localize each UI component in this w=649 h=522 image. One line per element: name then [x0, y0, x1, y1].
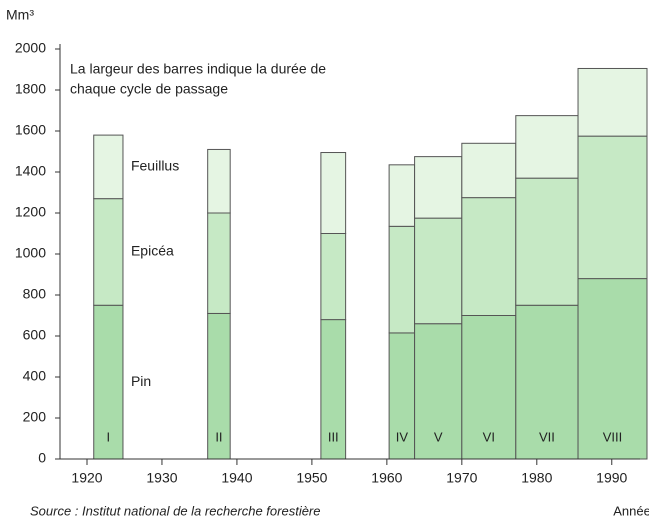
bar-segment [414, 217, 463, 325]
bar-segment [320, 233, 347, 321]
bar-segment [93, 198, 124, 306]
bar-segment [515, 115, 579, 179]
x-tick-label: 1950 [296, 470, 327, 486]
x-tick-label: 1960 [371, 470, 402, 486]
series-label: Feuillus [131, 158, 179, 174]
bar-label: III [328, 429, 339, 444]
x-tick-label: 1920 [71, 470, 102, 486]
annotation: chaque cycle de passage [70, 81, 228, 97]
bar-label: II [215, 429, 222, 444]
bar-segment [577, 67, 648, 137]
y-tick-label: 200 [23, 409, 47, 425]
y-unit: Mm³ [6, 7, 34, 23]
y-tick-label: 1000 [15, 245, 46, 261]
y-tick-label: 800 [23, 286, 47, 302]
series-label: Pin [131, 373, 151, 389]
y-tick-label: 400 [23, 368, 47, 384]
bar-label: V [434, 429, 443, 444]
y-tick-label: 1400 [15, 163, 46, 179]
bar-segment [207, 148, 231, 214]
bar-segment [388, 164, 416, 227]
y-tick-label: 0 [38, 450, 46, 466]
series-label: Epicéa [131, 243, 174, 259]
bar-segment [461, 197, 517, 316]
bar-label: VI [483, 429, 495, 444]
bar-segment [388, 332, 416, 460]
x-tick-label: 1940 [221, 470, 252, 486]
bar-segment [93, 134, 124, 200]
bar-segment [515, 177, 579, 306]
x-tick-label: 1970 [446, 470, 477, 486]
bar-segment [414, 156, 463, 219]
x-tick-label: 1930 [146, 470, 177, 486]
bar-label: IV [396, 429, 409, 444]
y-tick-label: 1200 [15, 204, 46, 220]
bar-segment [461, 142, 517, 199]
bar-segment [388, 225, 416, 334]
bar-label: VIII [603, 429, 623, 444]
bar-segment [577, 135, 648, 280]
y-tick-label: 1800 [15, 81, 46, 97]
bar-segment [93, 304, 124, 460]
x-tick-label: 1990 [596, 470, 627, 486]
bar-segment [320, 152, 347, 234]
bar-segment [207, 212, 231, 314]
annotation: La largeur des barres indique la durée d… [70, 61, 326, 77]
y-tick-label: 600 [23, 327, 47, 343]
bar-segment [577, 278, 648, 460]
source: Source : Institut national de la recherc… [30, 503, 321, 518]
y-tick-label: 1600 [15, 122, 46, 138]
bar-label: VII [539, 429, 555, 444]
y-tick-label: 2000 [15, 40, 46, 56]
x-tick-label: 1980 [521, 470, 552, 486]
bar-label: I [107, 429, 111, 444]
x-axis-label: Année [613, 503, 649, 518]
